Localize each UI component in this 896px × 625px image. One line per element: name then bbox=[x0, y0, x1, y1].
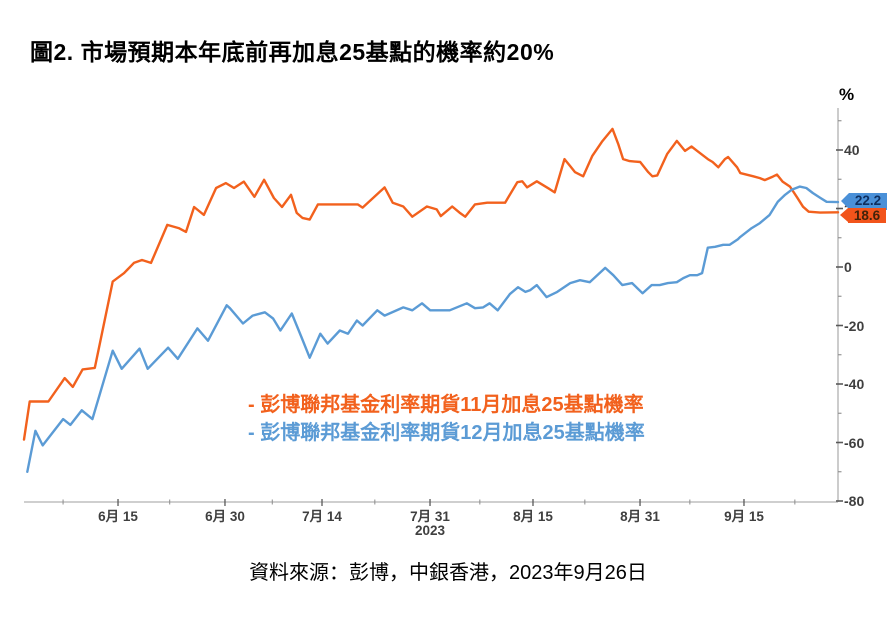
dec-series-line bbox=[26, 185, 840, 473]
x-tick-label: 8月 31 bbox=[620, 509, 660, 524]
x-tick-label: 9月 15 bbox=[724, 509, 764, 524]
callout-arrow-left-icon bbox=[841, 193, 849, 210]
y-tick-label: -60 bbox=[844, 434, 865, 451]
x-tick-label: 7月 14 bbox=[302, 509, 342, 524]
chart-title: 圖2. 市場預期本年底前再加息25基點的機率約20% bbox=[30, 39, 555, 65]
y-axis-unit-label: % bbox=[839, 85, 855, 104]
dec-series-end-value: 22.2 bbox=[849, 193, 887, 211]
legend-item-nov: - 彭博聯邦基金利率期貨11月加息25基點機率 bbox=[248, 394, 644, 416]
x-tick-label: 6月 30 bbox=[205, 509, 245, 524]
x-tick-label: 8月 15 bbox=[513, 509, 553, 524]
nov-series-end-value: 18.6 bbox=[848, 207, 886, 223]
chart-legend: - 彭博聯邦基金利率期貨11月加息25基點機率 - 彭博聯邦基金利率期貨12月加… bbox=[248, 391, 645, 447]
legend-item-dec: - 彭博聯邦基金利率期貨12月加息25基點機率 bbox=[248, 422, 645, 444]
nov-series-line bbox=[22, 127, 840, 441]
y-tick-label: 0 bbox=[844, 259, 852, 275]
x-tick-label: 6月 15 bbox=[98, 509, 138, 524]
source-note: 資料來源：彭博，中銀香港，2023年9月26日 bbox=[249, 562, 647, 584]
x-axis-year-label: 2023 bbox=[414, 523, 446, 538]
y-tick-label: -40 bbox=[844, 376, 865, 392]
y-tick-label: -80 bbox=[844, 493, 865, 509]
y-tick-label: -20 bbox=[844, 317, 865, 334]
y-tick-label: 40 bbox=[844, 142, 860, 158]
callout-arrow-left-icon bbox=[840, 207, 848, 222]
x-tick-label: 7月 31 bbox=[410, 509, 450, 524]
